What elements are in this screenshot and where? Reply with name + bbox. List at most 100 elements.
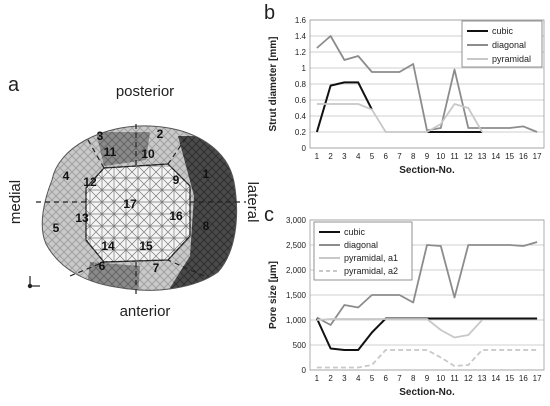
y-tick-label: 3,000: [286, 216, 307, 225]
section-number: 14: [101, 239, 115, 253]
y-tick-label: 500: [293, 341, 307, 350]
section-number: 15: [139, 239, 153, 253]
x-tick-label: 4: [356, 374, 361, 383]
x-tick-label: 17: [533, 374, 542, 383]
x-tick-label: 11: [450, 374, 459, 383]
x-tick-label: 9: [425, 152, 430, 161]
y-tick-label: 0: [302, 366, 307, 375]
axis-indicator-icon: [27, 276, 40, 289]
x-tick-label: 8: [411, 374, 416, 383]
legend-label: diagonal: [492, 40, 526, 50]
plot-frame: [309, 19, 545, 149]
legend-label: cubic: [492, 26, 514, 36]
panel-label-a: a: [8, 74, 20, 96]
section-diagram: posterior anterior medial lateral 1 2 3 …: [7, 83, 260, 320]
x-tick-label: 12: [464, 374, 473, 383]
x-tick-label: 3: [342, 152, 347, 161]
section-number: 5: [53, 221, 60, 235]
section-number: 6: [99, 259, 106, 273]
panel-label-b: b: [264, 2, 276, 24]
y-tick-label: 2,500: [286, 241, 307, 250]
y-tick-label: 2,000: [286, 266, 307, 275]
y-tick-label: 0.4: [295, 112, 307, 121]
x-tick-label: 14: [491, 152, 500, 161]
section-number: 3: [97, 129, 104, 143]
plot-frame: [309, 219, 545, 371]
x-tick-label: 16: [519, 374, 528, 383]
section-number: 1: [203, 167, 210, 181]
series-line-pyramidal-a1: [316, 318, 483, 339]
section-number: 4: [63, 169, 70, 183]
x-tick-label: 8: [411, 152, 416, 161]
section-number: 8: [203, 219, 210, 233]
y-tick-label: 1: [302, 64, 307, 73]
x-tick-label: 14: [491, 374, 500, 383]
label-posterior: posterior: [116, 83, 174, 100]
strut-diameter-chart: 00.20.40.60.811.21.41.61 2 3 4 5 6 7 8 9 10 11 12 13…: [268, 16, 545, 176]
x-tick-label: 13: [478, 374, 487, 383]
series-line-pyramidal-a2: [316, 349, 538, 369]
x-tick-label: 10: [436, 374, 445, 383]
y-tick-label: 0.8: [295, 80, 307, 89]
x-tick-label: 17: [533, 152, 542, 161]
y-tick-label: 0.2: [295, 128, 307, 137]
x-tick-label: 5: [370, 374, 375, 383]
x-tick-label: 13: [478, 152, 487, 161]
x-axis-label: Section-No.: [399, 165, 455, 176]
legend-label: pyramidal, a2: [344, 266, 398, 276]
section-number: 9: [173, 173, 180, 187]
x-tick-label: 3: [342, 374, 347, 383]
y-axis-label: Strut diameter [mm]: [268, 36, 279, 131]
y-tick-label: 1,500: [286, 291, 307, 300]
x-tick-label: 1: [315, 152, 320, 161]
y-axis-label: Pore size [µm]: [268, 261, 279, 329]
legend-label: cubic: [344, 227, 366, 237]
x-tick-label: 7: [397, 152, 402, 161]
x-tick-label: 12: [464, 152, 473, 161]
x-tick-label: 15: [505, 152, 514, 161]
section-number: 10: [141, 147, 155, 161]
x-tick-label: 11: [450, 152, 459, 161]
y-tick-label: 1.2: [295, 48, 307, 57]
legend-label: diagonal: [344, 240, 378, 250]
legend-label: pyramidal, a1: [344, 253, 398, 263]
x-tick-label: 4: [356, 152, 361, 161]
series-line-diagonal: [316, 241, 538, 326]
x-tick-label: 15: [505, 374, 514, 383]
x-tick-label: 2: [328, 152, 333, 161]
section-number: 2: [157, 127, 164, 141]
y-tick-label: 1.6: [295, 16, 307, 25]
y-tick-label: 0: [302, 144, 307, 153]
panel-label-c: c: [264, 204, 274, 226]
section-number: 17: [123, 197, 137, 211]
x-tick-label: 10: [436, 152, 445, 161]
legend-label: pyramidal: [492, 54, 531, 64]
y-tick-label: 0.6: [295, 96, 307, 105]
series-line-diagonal: [316, 35, 538, 133]
x-tick-label: 1: [315, 374, 320, 383]
y-tick-label: 1.4: [295, 32, 307, 41]
section-number: 13: [75, 211, 89, 225]
x-tick-label: 6: [383, 374, 388, 383]
section-number: 11: [104, 145, 117, 159]
x-tick-label: 6: [383, 152, 388, 161]
section-number: 12: [83, 175, 97, 189]
y-tick-label: 1,000: [286, 316, 307, 325]
x-tick-label: 16: [519, 152, 528, 161]
series-line-cubic: [315, 81, 373, 133]
section-number: 7: [153, 261, 160, 275]
label-anterior: anterior: [120, 303, 171, 320]
x-tick-label: 7: [397, 374, 402, 383]
section-number: 16: [169, 209, 183, 223]
x-axis-label: Section-No.: [399, 387, 455, 398]
label-medial: medial: [7, 180, 24, 224]
x-tick-label: 2: [328, 374, 333, 383]
legend: cubic diagonal pyramidal, a1 pyramidal, a2: [313, 221, 413, 281]
label-lateral: lateral: [244, 182, 260, 223]
legend: cubic diagonal pyramidal: [461, 20, 543, 68]
series-line-pyramidal: [316, 103, 483, 133]
x-tick-label: 5: [370, 152, 375, 161]
x-tick-label: 9: [425, 374, 430, 383]
